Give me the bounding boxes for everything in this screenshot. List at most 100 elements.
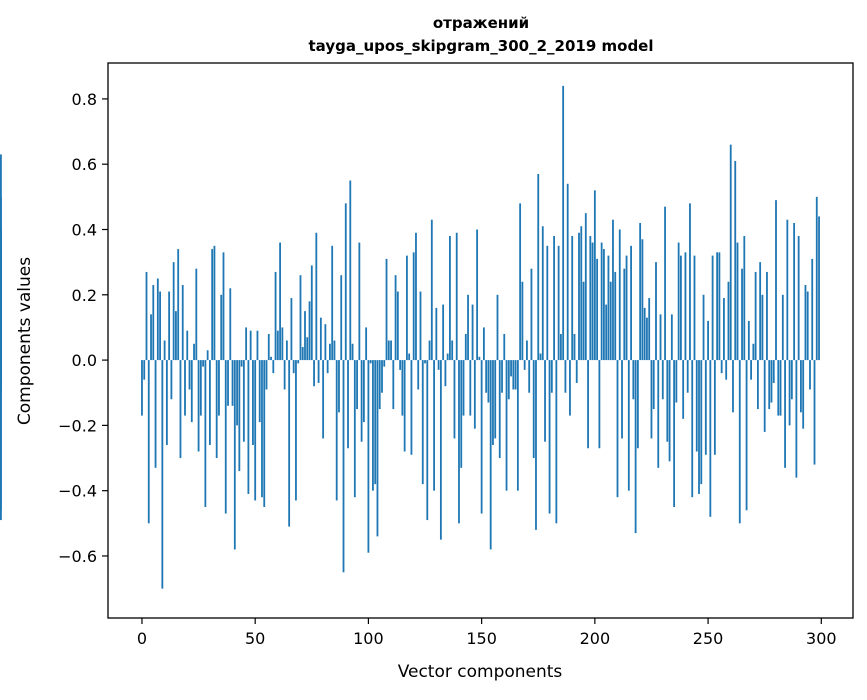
bar xyxy=(319,317,322,361)
bar xyxy=(770,360,773,403)
bar xyxy=(544,360,546,442)
bar xyxy=(378,360,381,410)
bar xyxy=(670,314,673,361)
bar xyxy=(761,294,764,361)
bar xyxy=(159,291,161,361)
bar xyxy=(768,360,771,410)
bar xyxy=(317,360,320,383)
bar xyxy=(775,200,777,361)
bar xyxy=(181,285,184,361)
bar xyxy=(732,360,734,413)
bar xyxy=(813,360,816,465)
bar xyxy=(797,236,800,361)
bar xyxy=(727,281,730,361)
bar xyxy=(578,232,580,361)
bar xyxy=(664,206,666,361)
bar xyxy=(575,360,578,383)
bar xyxy=(372,360,374,491)
bar xyxy=(569,360,571,416)
bar xyxy=(406,255,408,361)
bar xyxy=(426,360,429,521)
bar xyxy=(720,360,723,374)
bar xyxy=(374,360,377,485)
bar xyxy=(582,281,585,361)
bar xyxy=(252,360,254,445)
bar xyxy=(394,275,397,361)
bar xyxy=(784,360,786,468)
bar xyxy=(322,360,325,439)
bar xyxy=(437,360,440,370)
bar xyxy=(464,333,467,361)
bar xyxy=(145,271,148,361)
bar xyxy=(460,360,463,468)
bar xyxy=(523,360,526,370)
bar xyxy=(351,343,354,361)
bar xyxy=(704,360,707,455)
bar xyxy=(693,255,696,361)
bar xyxy=(811,258,814,361)
bar xyxy=(233,360,236,550)
bar xyxy=(652,360,655,410)
bar xyxy=(229,288,232,361)
bar xyxy=(208,360,211,445)
bar xyxy=(571,236,574,361)
bar xyxy=(777,360,780,416)
bar xyxy=(526,340,528,361)
bar xyxy=(335,360,338,501)
y-axis-label: Components values xyxy=(15,257,35,425)
bar xyxy=(707,320,709,361)
bar xyxy=(292,360,295,374)
bar xyxy=(215,360,218,459)
bar xyxy=(793,222,796,361)
bar xyxy=(213,245,216,361)
bar xyxy=(741,268,743,361)
x-axis-ticks: 0 50 100 150 200 250 300 xyxy=(137,618,837,648)
bar xyxy=(641,239,644,361)
bar xyxy=(756,360,759,410)
bar xyxy=(0,360,2,511)
bar xyxy=(362,360,365,423)
bar xyxy=(494,360,497,439)
bar xyxy=(199,360,202,416)
bar xyxy=(254,360,257,501)
bar xyxy=(202,360,205,367)
bar xyxy=(283,360,286,390)
y-axis-ticks: −0.6 −0.4 −0.2 0.0 0.2 0.4 0.6 0.8 xyxy=(58,90,108,566)
bar xyxy=(516,360,519,491)
x-tick-label: 0 xyxy=(137,629,147,648)
bar xyxy=(550,360,553,393)
bar xyxy=(240,360,243,367)
bar xyxy=(469,360,472,416)
bar xyxy=(415,232,417,361)
bar xyxy=(734,160,737,361)
bar xyxy=(462,360,465,416)
y-tick-label: −0.2 xyxy=(58,416,97,435)
bar xyxy=(625,255,628,361)
bar xyxy=(596,258,599,361)
bar xyxy=(682,360,685,419)
bar xyxy=(802,360,805,429)
bar xyxy=(659,314,662,361)
bar xyxy=(421,360,424,485)
bar xyxy=(698,360,700,494)
bar xyxy=(299,275,302,361)
bar xyxy=(471,304,474,361)
bar xyxy=(163,340,166,361)
bar xyxy=(433,360,435,491)
bar xyxy=(530,268,533,361)
bar xyxy=(376,360,379,537)
bar xyxy=(482,327,485,361)
bar xyxy=(559,333,562,361)
bar xyxy=(308,301,311,361)
bar xyxy=(453,360,456,439)
bar xyxy=(537,174,540,361)
plot-frame xyxy=(107,62,854,619)
bar xyxy=(340,275,343,361)
bar xyxy=(276,330,279,361)
bar xyxy=(295,360,297,501)
bar xyxy=(0,360,2,367)
bar xyxy=(589,236,592,361)
bar xyxy=(231,360,234,406)
bar xyxy=(591,242,594,361)
bar xyxy=(528,360,531,393)
